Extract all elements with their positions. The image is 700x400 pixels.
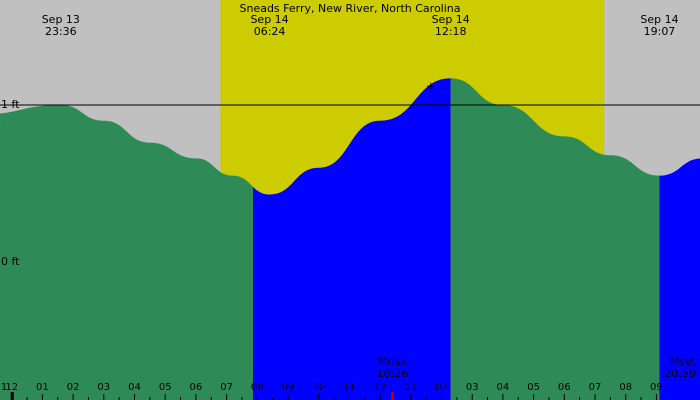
hour-label-21: 08 <box>619 382 632 393</box>
hour-label-19: 06 <box>558 382 571 393</box>
tide-area-flood-4 <box>659 158 700 400</box>
hour-label-9: 08 <box>251 382 264 393</box>
hour-label-0: 1 <box>1 382 7 393</box>
event-time-1: 06:24 <box>254 25 286 38</box>
hour-axis: 112 01 02 03 04 05 06 07 08 09 10 11 12 01 02 03 04 05 06 0… <box>1 382 663 400</box>
hour-label-11: 10 <box>312 382 325 393</box>
hour-label-2: 01 <box>36 382 49 393</box>
hour-label-4: 03 <box>97 382 110 393</box>
hour-label-13: 12 <box>374 382 387 393</box>
hour-label-3: 02 <box>67 382 80 393</box>
tide-area-flood-2 <box>253 78 451 400</box>
moon-mrise-label: Mrise <box>378 355 408 368</box>
hour-label-15: 02 <box>435 382 448 393</box>
hour-label-8: 07 <box>220 382 233 393</box>
y-tick-0ft: 0 ft <box>1 255 20 268</box>
hour-label-5: 04 <box>128 382 141 393</box>
moon-mrise-tick <box>391 392 394 400</box>
event-date-2: Sep 14 <box>432 13 470 26</box>
moon-mrise-time: 10:26 <box>377 367 409 380</box>
y-tick-1ft: 1 ft <box>1 98 20 111</box>
hour-label-17: 04 <box>497 382 510 393</box>
event-time-3: 19:07 <box>644 25 676 38</box>
hour-label-22: 09 <box>650 382 663 393</box>
hour-label-1: 12 <box>5 382 18 393</box>
hour-label-16: 03 <box>466 382 479 393</box>
hour-label-6: 05 <box>159 382 172 393</box>
event-date-3: Sep 14 <box>640 13 678 26</box>
event-time-2: 12:18 <box>435 25 467 38</box>
tide-area-ebb-3 <box>450 78 660 400</box>
hour-label-12: 11 <box>343 382 356 393</box>
hour-label-7: 06 <box>190 382 203 393</box>
moon-mset-time: 20:59 <box>664 367 696 380</box>
hour-label-20: 07 <box>589 382 602 393</box>
moon-mset-label: Mset <box>670 355 697 368</box>
chart-title: Sneads Ferry, New River, North Carolina <box>239 2 460 15</box>
tide-area-ebb-1 <box>0 105 254 400</box>
event-date-0: Sep 13 <box>42 13 80 26</box>
midnight-marker <box>10 392 14 400</box>
hour-label-14: 01 <box>404 382 417 393</box>
event-date-1: Sep 14 <box>250 13 288 26</box>
peak-marker: + <box>426 79 435 92</box>
tide-areas <box>0 78 700 400</box>
hour-label-10: 09 <box>282 382 295 393</box>
hour-label-18: 05 <box>527 382 540 393</box>
event-time-0: 23:36 <box>45 25 77 38</box>
